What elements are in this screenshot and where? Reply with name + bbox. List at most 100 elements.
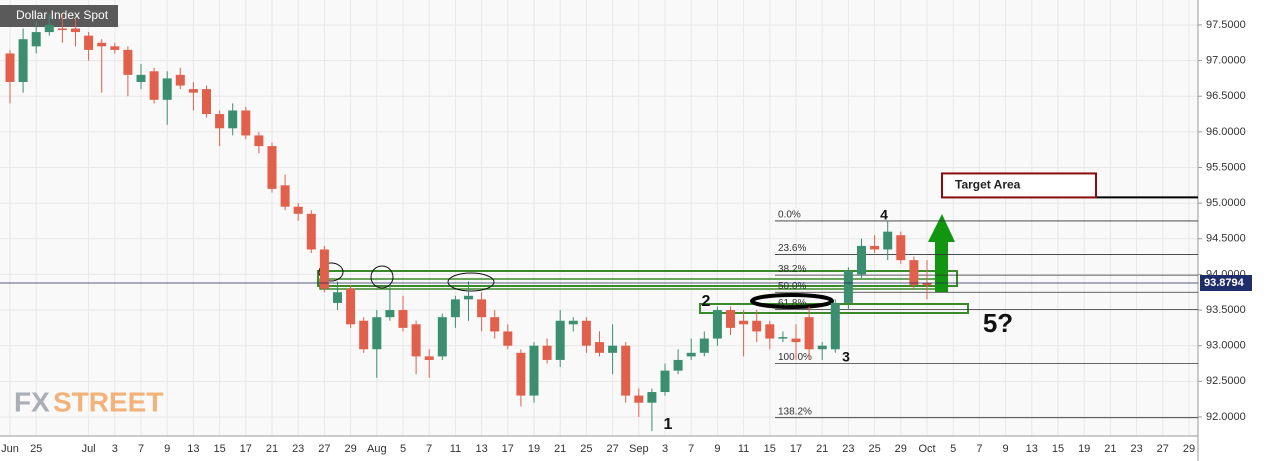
wave-label: 5? xyxy=(983,308,1013,338)
x-tick-label: 5 xyxy=(400,443,406,455)
candle-body xyxy=(804,317,814,350)
x-tick-label: 17 xyxy=(502,443,514,455)
candle-body xyxy=(477,299,487,318)
candle-body xyxy=(464,295,473,300)
fib-label: 100.0% xyxy=(778,352,812,363)
x-tick-label: 19 xyxy=(528,443,540,455)
candle-body xyxy=(110,46,120,50)
wave-label: 2 xyxy=(702,293,711,310)
x-tick-label: 3 xyxy=(112,443,118,455)
y-tick-label: 93.5000 xyxy=(1206,304,1246,316)
x-tick-label: 27 xyxy=(1157,443,1169,455)
candle-body xyxy=(909,260,919,286)
candle-body xyxy=(778,337,788,339)
candle-body xyxy=(437,317,447,357)
candle-body xyxy=(634,395,644,403)
candle-body xyxy=(202,89,211,115)
candle-body xyxy=(293,206,303,214)
target-box xyxy=(941,172,1097,199)
candle-body xyxy=(123,49,133,75)
candle-body xyxy=(254,135,264,147)
y-tick-label: 92.5000 xyxy=(1206,375,1246,387)
title-box xyxy=(0,5,118,27)
y-tick-label: 93.0000 xyxy=(1206,340,1246,352)
candle-body xyxy=(450,299,460,318)
candle-body xyxy=(306,213,316,250)
x-tick-label: 13 xyxy=(475,443,487,455)
x-tick-label: 21 xyxy=(1104,443,1116,455)
x-tick-label: 7 xyxy=(976,443,982,455)
x-tick-label: 21 xyxy=(266,443,278,455)
x-tick-label: 27 xyxy=(318,443,330,455)
ellipse xyxy=(447,272,495,292)
candle-body xyxy=(699,338,709,353)
candle-body xyxy=(188,89,198,93)
y-tick-label: 97.5000 xyxy=(1206,19,1246,31)
candle-body xyxy=(922,282,932,286)
fib-label: 38.2% xyxy=(778,264,806,275)
candle-body xyxy=(673,359,683,371)
candle-body xyxy=(542,345,552,360)
fib-label: 50.0% xyxy=(778,281,806,292)
x-tick-label: 23 xyxy=(842,443,854,455)
ellipse xyxy=(750,293,834,309)
x-tick-label: 17 xyxy=(790,443,802,455)
candle-body xyxy=(84,35,94,50)
candle-body xyxy=(241,110,251,136)
candle-body xyxy=(372,317,382,350)
x-tick-label: 5 xyxy=(950,443,956,455)
wave-label: 4 xyxy=(880,207,888,223)
candle-body xyxy=(228,110,238,129)
candle-body xyxy=(765,324,775,339)
x-tick-label: Sep xyxy=(629,443,649,455)
candle-body xyxy=(608,345,618,353)
candle-body xyxy=(516,352,526,396)
candle-body xyxy=(57,28,67,31)
candle-body xyxy=(817,345,827,350)
wave-label: 3 xyxy=(842,349,850,365)
x-tick-label: Jun xyxy=(1,443,19,455)
candle-body xyxy=(280,185,290,207)
x-tick-label: 29 xyxy=(895,443,907,455)
candle-body xyxy=(739,320,749,325)
candle-body xyxy=(424,356,434,360)
x-tick-label: Oct xyxy=(918,443,935,455)
candle-body xyxy=(712,310,722,339)
candle-body xyxy=(503,331,513,346)
candle-body xyxy=(215,114,225,129)
candle-body xyxy=(267,146,277,189)
price-tag-label: 93.8794 xyxy=(1204,277,1245,289)
plot-area xyxy=(0,0,1198,436)
x-tick-label: 3 xyxy=(662,443,668,455)
fib-label: 0.0% xyxy=(778,210,801,221)
candle-body xyxy=(857,245,866,275)
candle-body xyxy=(581,320,591,346)
x-tick-label: 13 xyxy=(1026,443,1038,455)
candle-body xyxy=(411,324,421,357)
x-tick-label: Jul xyxy=(82,443,96,455)
x-tick-label: 7 xyxy=(426,443,432,455)
candle-body xyxy=(568,320,578,325)
candle-body xyxy=(346,288,356,325)
candle-body xyxy=(71,28,80,33)
candle-body xyxy=(621,345,631,396)
x-tick-label: 11 xyxy=(738,443,749,455)
candle-body xyxy=(333,292,342,303)
x-tick-label: 7 xyxy=(688,443,694,455)
candle-body xyxy=(319,249,329,289)
candle-body xyxy=(883,231,893,250)
fib-label: 23.6% xyxy=(778,243,806,254)
candle-body xyxy=(385,310,395,318)
x-tick-label: 25 xyxy=(868,443,880,455)
x-tick-label: 19 xyxy=(1078,443,1090,455)
candle-body xyxy=(18,39,28,82)
price-tag xyxy=(1200,275,1252,292)
x-tick-label: 29 xyxy=(344,443,356,455)
candle-body xyxy=(595,342,604,353)
x-tick-label: 13 xyxy=(187,443,199,455)
candle-body xyxy=(359,320,369,350)
y-tick-label: 96.0000 xyxy=(1206,126,1246,138)
candle-body xyxy=(97,42,107,47)
x-tick-label: 27 xyxy=(606,443,618,455)
